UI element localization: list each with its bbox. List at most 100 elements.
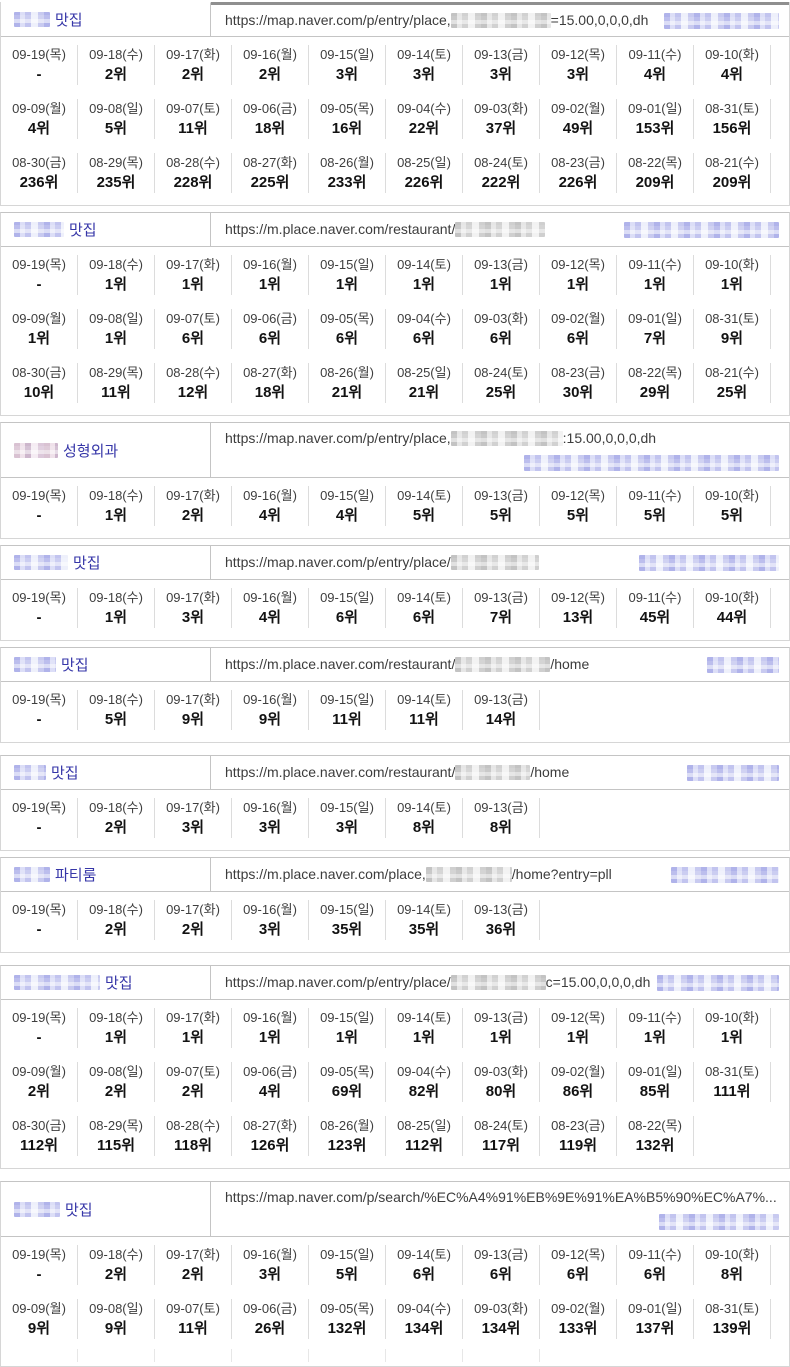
rank-date: 09-13(금) (474, 488, 528, 503)
rank-value: 3위 (566, 66, 590, 83)
header-right: https://map.naver.com/p/entry/place/ (211, 546, 789, 579)
rank-value: 5위 (412, 507, 436, 524)
rank-value: - (36, 66, 42, 83)
rank-value: 112위 (405, 1137, 443, 1154)
rank-value: 2위 (181, 921, 205, 938)
rank-cell: 09-14(토) 11위 (386, 690, 463, 730)
place-title-link[interactable]: 맛집 (1, 213, 211, 246)
rank-value: 86위 (562, 1083, 594, 1100)
rank-date: 09-13(금) (474, 902, 528, 917)
place-url: https://map.naver.com/p/entry/place/c=15… (225, 972, 650, 993)
place-title-link[interactable]: 맛집 (1, 546, 211, 579)
rank-value: 2위 (104, 819, 128, 836)
rank-date: 08-31(토) (705, 1064, 759, 1079)
rank-cell: 08-28(수) 228위 (155, 153, 232, 193)
rank-cell: 08-27(화) 126위 (232, 1116, 309, 1156)
rank-cell: 09-15(일) 6위 (309, 588, 386, 628)
rank-value: 12위 (177, 384, 209, 401)
rank-date: 09-13(금) (474, 257, 528, 272)
url-suffix-text: c=15.00,0,0,0,dh (545, 974, 651, 990)
rank-cell: 09-12(목) 13위 (540, 588, 617, 628)
rank-value: 8위 (412, 819, 436, 836)
keyword-line (225, 454, 779, 472)
rank-cell: 09-14(토) 1위 (386, 1008, 463, 1048)
place-title-link[interactable]: 맛집 (1, 966, 211, 999)
rank-row: 09-19(목) -09-18(수) 1위 09-17(화) 3위 09-16(월) 4위 0… (1, 582, 789, 636)
rank-date: 09-13(금) (474, 1010, 528, 1025)
rank-date: 09-12(목) (551, 488, 605, 503)
place-title-link[interactable]: 맛집 (1, 2, 211, 36)
rank-cell: 09-18(수) 2위 (78, 45, 155, 85)
rank-value: 3위 (489, 66, 513, 83)
rank-value: 7위 (643, 330, 667, 347)
rank-value: 133위 (558, 1320, 598, 1337)
rank-date: 09-19(목) (12, 692, 66, 707)
rank-value: 119위 (559, 1137, 597, 1154)
rank-value: 1위 (720, 276, 744, 293)
rank-date: 09-17(화) (166, 1247, 220, 1262)
rank-value: 35위 (408, 921, 440, 938)
rank-date: 09-19(목) (12, 488, 66, 503)
place-title-link[interactable]: 성형외과 (1, 423, 211, 477)
rank-value: 4위 (335, 507, 359, 524)
rank-rows: 09-19(목) -09-18(수) 2위 09-17(화) 2위 09-16(월) 3위 0… (1, 1237, 789, 1366)
rank-cell: 09-08(일) 2위 (78, 1062, 155, 1102)
rank-cell (232, 1349, 309, 1362)
place-title-link[interactable]: 맛집 (1, 648, 211, 681)
rank-cell: 09-07(토) 6위 (155, 309, 232, 349)
rank-cell: 09-17(화) 3위 (155, 588, 232, 628)
rank-value: 3위 (258, 819, 282, 836)
rank-cell (309, 1349, 386, 1362)
rank-row: 09-19(목) -09-18(수) 1위 09-17(화) 2위 09-16(월) 4위 0… (1, 480, 789, 534)
rank-cell: 09-17(화) 1위 (155, 255, 232, 295)
rank-value: 13위 (562, 609, 594, 626)
rank-cell: 08-24(토) 25위 (463, 363, 540, 403)
rank-date: 08-25(일) (397, 1118, 451, 1133)
blurred-url-id (450, 555, 539, 570)
blurred-title-prefix (14, 222, 64, 237)
rank-value: 4위 (258, 507, 282, 524)
rank-value: 1위 (566, 276, 590, 293)
rank-date: 09-13(금) (474, 1247, 528, 1262)
rank-value: 1위 (489, 1029, 513, 1046)
rank-date: 09-18(수) (89, 902, 143, 917)
rank-value: 1위 (643, 1029, 667, 1046)
rank-date: 08-28(수) (166, 1118, 220, 1133)
rank-date: 09-15(일) (320, 1010, 374, 1025)
rank-date: 09-04(수) (397, 1301, 451, 1316)
blurred-title-prefix (14, 12, 50, 27)
place-title-link[interactable]: 맛집 (1, 756, 211, 789)
rank-cell: 08-25(일) 21위 (386, 363, 463, 403)
rank-cell: 09-16(월) 2위 (232, 45, 309, 85)
place-title-link[interactable]: 파티룸 (1, 858, 211, 891)
rank-value: 4위 (720, 66, 744, 83)
rank-value: 6위 (412, 330, 436, 347)
rank-date: 09-17(화) (166, 47, 220, 62)
rank-cell: 09-13(금) 36위 (463, 900, 540, 940)
rank-date: 09-05(목) (320, 101, 374, 116)
place-title-link[interactable]: 맛집 (1, 1182, 211, 1236)
rank-cell: 09-10(화) 4위 (694, 45, 771, 85)
place-url: https://m.place.naver.com/restaurant/ /ho… (225, 654, 589, 675)
rank-date: 09-06(금) (243, 311, 297, 326)
rank-value: 2위 (258, 66, 282, 83)
rank-date: 08-28(수) (166, 365, 220, 380)
rank-cell: 09-11(수) 1위 (617, 1008, 694, 1048)
rank-value: 123위 (327, 1137, 367, 1154)
place-title-text: 맛집 (51, 765, 79, 782)
rank-value: 35위 (331, 921, 363, 938)
rank-date: 09-06(금) (243, 1064, 297, 1079)
rank-cell: 08-29(목) 235위 (78, 153, 155, 193)
rank-cell: 09-15(일) 11위 (309, 690, 386, 730)
rank-cell: 09-13(금) 8위 (463, 798, 540, 838)
rank-value: 44위 (716, 609, 748, 626)
rank-cell: 09-04(수) 22위 (386, 99, 463, 139)
rank-cell: 09-16(월) 1위 (232, 255, 309, 295)
rank-cell: 09-01(일) 85위 (617, 1062, 694, 1102)
rank-value: 5위 (720, 507, 744, 524)
rank-value: 228위 (173, 174, 213, 191)
rank-cell: 09-17(화) 2위 (155, 1245, 232, 1285)
rank-cell: 09-02(월) 6위 (540, 309, 617, 349)
rank-date: 09-11(수) (628, 257, 682, 272)
rank-date: 09-18(수) (89, 47, 143, 62)
